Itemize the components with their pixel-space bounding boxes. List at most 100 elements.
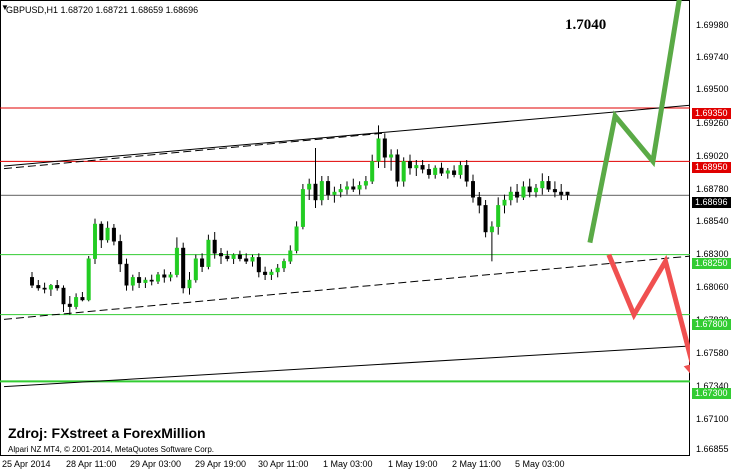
bearish-candle bbox=[408, 161, 413, 169]
price-tick-label: 1.68780 bbox=[696, 184, 729, 194]
bearish-candle bbox=[61, 287, 66, 305]
bearish-candle bbox=[464, 165, 469, 182]
bearish-candle bbox=[326, 181, 331, 195]
bullish-candle bbox=[540, 181, 545, 189]
trendline bbox=[3, 104, 690, 167]
bullish-candle bbox=[174, 247, 179, 275]
resistance-price-tag: 1.68950 bbox=[692, 162, 731, 173]
bullish-candle bbox=[502, 199, 507, 206]
bearish-candle bbox=[552, 189, 557, 193]
bearish-candle bbox=[439, 167, 444, 174]
bullish-candle bbox=[105, 227, 110, 241]
target-price-annotation: 1.7040 bbox=[565, 17, 607, 33]
bearish-candle bbox=[395, 154, 400, 182]
support-price-tag: 1.67800 bbox=[692, 319, 731, 330]
bearish-candle bbox=[42, 287, 47, 290]
support-price-tag: 1.67300 bbox=[692, 388, 731, 399]
bearish-candle bbox=[527, 186, 532, 193]
bearish-candle bbox=[237, 254, 242, 259]
bullish-candle bbox=[376, 138, 381, 162]
forecast-down-arrow-path bbox=[606, 253, 690, 365]
bearish-candle bbox=[313, 183, 318, 201]
time-tick-label: 1 May 03:00 bbox=[323, 459, 373, 469]
bullish-candle bbox=[130, 277, 135, 286]
forecast-up-arrow-path bbox=[587, 0, 682, 244]
bearish-candle bbox=[124, 263, 129, 286]
bearish-candle bbox=[452, 170, 457, 175]
bearish-candle bbox=[426, 169, 431, 175]
bullish-candle bbox=[288, 250, 293, 262]
bearish-candle bbox=[225, 255, 230, 259]
current-price-tag: 1.68696 bbox=[692, 197, 731, 208]
price-tick-label: 1.68300 bbox=[696, 249, 729, 259]
bullish-candle bbox=[357, 185, 362, 190]
bullish-candle bbox=[332, 191, 337, 195]
bullish-candle bbox=[231, 254, 236, 259]
bullish-candle bbox=[294, 226, 299, 251]
price-tick-label: 1.68060 bbox=[696, 282, 729, 292]
bearish-candle bbox=[565, 191, 570, 196]
copyright-note: Alpari NZ MT4, © 2001-2014, MetaQuotes S… bbox=[8, 445, 214, 454]
price-chart-plot[interactable] bbox=[0, 0, 690, 456]
bullish-candle bbox=[521, 186, 526, 198]
bearish-candle bbox=[36, 285, 41, 289]
bearish-candle bbox=[515, 191, 520, 198]
bearish-candle bbox=[351, 186, 356, 190]
time-axis[interactable]: 25 Apr 2014 28 Apr 11:00 29 Apr 03:00 29 Ap… bbox=[0, 456, 734, 475]
bearish-candle bbox=[149, 279, 154, 282]
bullish-candle bbox=[282, 261, 287, 269]
trendline bbox=[3, 345, 690, 388]
price-tick-label: 1.68540 bbox=[696, 216, 729, 226]
symbol-info-label: GBPUSD,H1 1.68720 1.68721 1.68659 1.6869… bbox=[6, 5, 199, 15]
bullish-candle bbox=[389, 154, 394, 158]
price-tick-label: 1.69260 bbox=[696, 118, 729, 128]
bearish-candle bbox=[263, 271, 268, 275]
bullish-candle bbox=[193, 258, 198, 281]
chart-collapse-icon[interactable]: ▼ bbox=[1, 3, 9, 12]
bearish-candle bbox=[137, 277, 142, 283]
bullish-candle bbox=[155, 274, 160, 282]
bearish-candle bbox=[546, 181, 551, 190]
bullish-candle bbox=[370, 161, 375, 182]
price-axis[interactable]: 1.69980 1.69740 1.69500 1.69260 1.69020 1.687… bbox=[690, 0, 734, 456]
bearish-candle bbox=[218, 253, 223, 257]
price-tick-label: 1.66855 bbox=[696, 444, 729, 454]
bullish-candle bbox=[300, 189, 305, 227]
resistance-price-tag: 1.69350 bbox=[692, 108, 731, 119]
time-tick-label: 1 May 19:00 bbox=[388, 459, 438, 469]
price-tick-label: 1.69500 bbox=[696, 84, 729, 94]
time-tick-label: 29 Apr 19:00 bbox=[195, 459, 247, 469]
support-price-tag: 1.68250 bbox=[692, 258, 731, 269]
bearish-candle bbox=[212, 239, 217, 254]
bearish-candle bbox=[420, 165, 425, 170]
bullish-candle bbox=[345, 186, 350, 190]
bullish-candle bbox=[187, 279, 192, 289]
bullish-candle bbox=[275, 267, 280, 273]
bullish-candle bbox=[307, 183, 312, 190]
bearish-candle bbox=[111, 227, 116, 242]
bearish-candle bbox=[559, 191, 564, 195]
bearish-candle bbox=[80, 297, 85, 301]
price-tick-label: 1.69020 bbox=[696, 151, 729, 161]
bearish-candle bbox=[181, 247, 186, 289]
bullish-candle bbox=[92, 223, 97, 259]
bearish-candle bbox=[382, 138, 387, 158]
bullish-candle bbox=[269, 271, 274, 275]
bearish-candle bbox=[118, 241, 123, 265]
bullish-candle bbox=[363, 181, 368, 186]
bullish-candle bbox=[48, 285, 53, 290]
bullish-candle bbox=[534, 187, 539, 193]
forecast-down-arrow-head bbox=[683, 364, 690, 374]
bullish-candle bbox=[206, 239, 211, 267]
price-tick-label: 1.67580 bbox=[696, 348, 729, 358]
price-tick-label: 1.69740 bbox=[696, 52, 729, 62]
bearish-candle bbox=[162, 274, 167, 278]
price-tick-label: 1.67100 bbox=[696, 414, 729, 424]
bearish-candle bbox=[483, 205, 488, 233]
time-tick-label: 30 Apr 11:00 bbox=[258, 459, 309, 469]
time-tick-label: 29 Apr 03:00 bbox=[130, 459, 182, 469]
time-tick-label: 5 May 03:00 bbox=[515, 459, 565, 469]
bearish-candle bbox=[55, 285, 60, 289]
price-tick-label: 1.69980 bbox=[696, 20, 729, 30]
